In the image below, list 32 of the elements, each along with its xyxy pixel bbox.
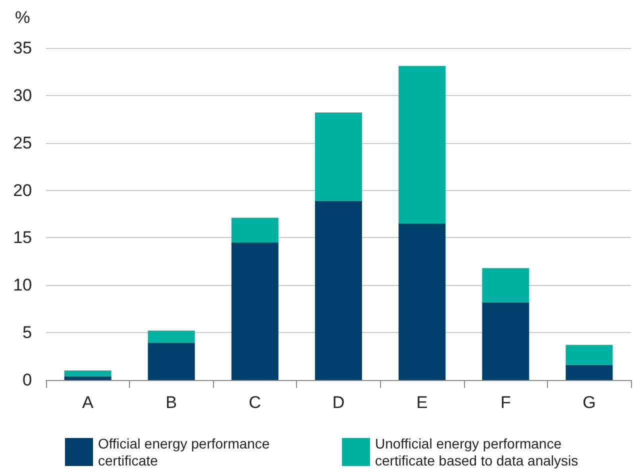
x-tick-label: E [416,393,428,412]
x-tick-label: F [500,393,511,412]
bar [64,370,112,376]
bar [231,218,278,242]
x-tick-label: G [582,393,596,412]
bar [64,376,112,380]
bar [398,223,446,380]
bar [482,302,530,380]
bar [398,66,446,224]
legend-label: Unofficial energy performance certificate based to data analysis [375,436,578,468]
y-tick-label: 0 [22,370,32,390]
y-tick-label: 5 [22,323,32,342]
bar [315,112,362,201]
bar [566,344,613,365]
x-tick-label: B [166,393,178,412]
bar [148,343,195,380]
y-tick-label: 35 [13,38,32,58]
y-tick-label: 15 [13,228,32,248]
y-axis-title: % [15,8,30,27]
bar [148,330,195,344]
y-tick-label: 30 [13,86,32,105]
y-tick-label: 20 [13,180,32,200]
bar [566,364,613,380]
y-tick-label: 10 [13,276,32,295]
x-tick-label: C [248,393,262,412]
bar [231,242,278,380]
x-tick-label: D [332,393,345,412]
x-tick-label: A [82,393,94,412]
legend-label: Official energy performance certificate [98,436,274,468]
bar [482,268,530,302]
bar [315,200,362,380]
y-tick-label: 25 [13,133,32,152]
